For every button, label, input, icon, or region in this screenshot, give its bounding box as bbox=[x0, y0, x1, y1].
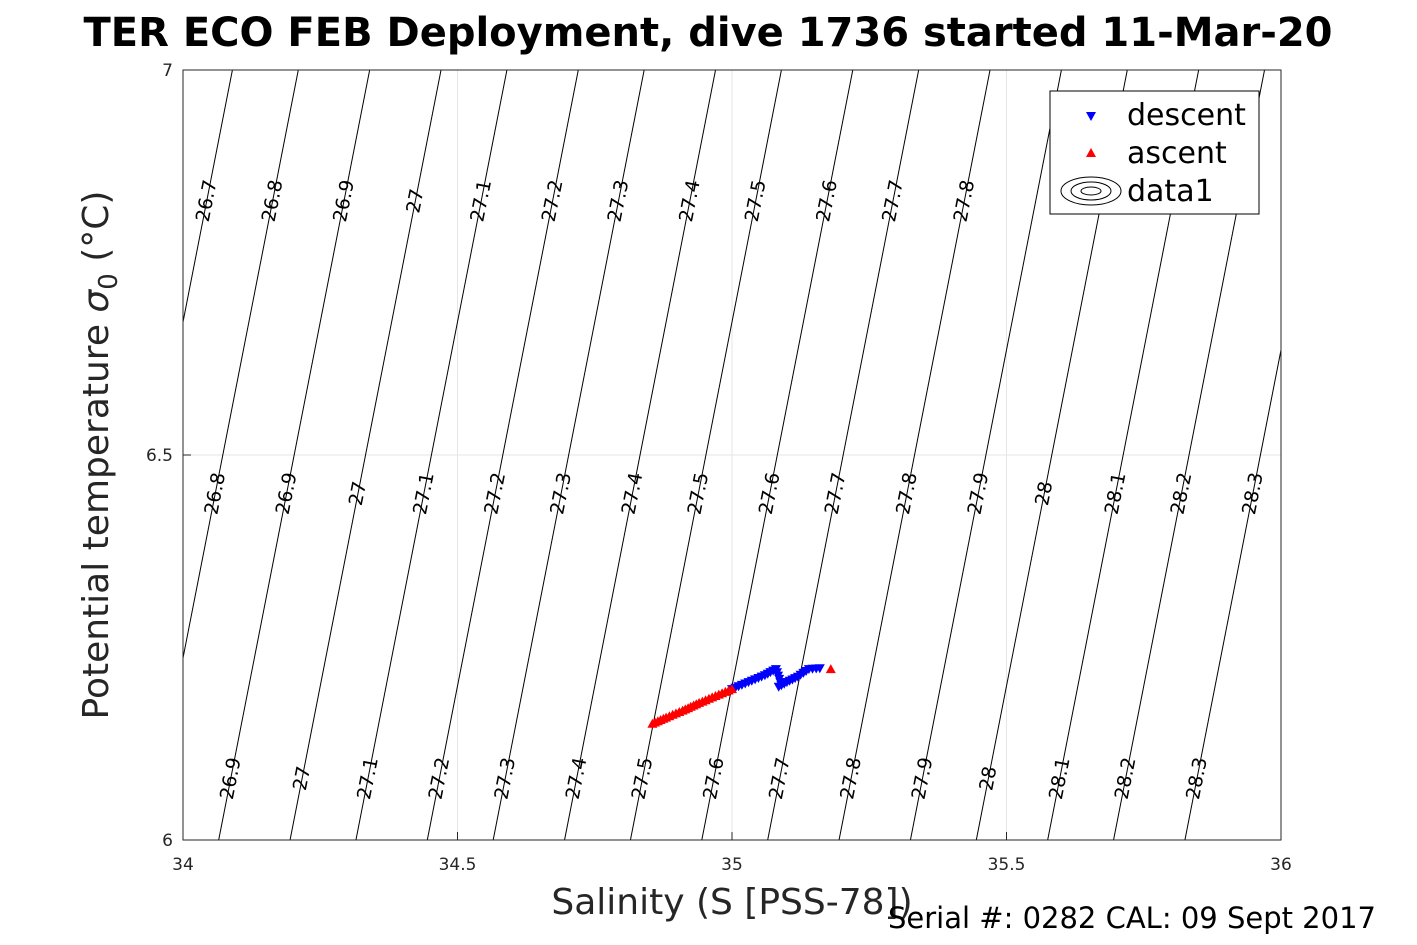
contour-label: 27 bbox=[289, 764, 315, 792]
isopycnal-27.3 bbox=[492, 70, 645, 840]
x-axis-label: Salinity (S [PSS-78]) bbox=[551, 882, 912, 923]
legend-descent-label: descent bbox=[1127, 98, 1246, 133]
y-axis-label: Potential temperature σ0 (°C) bbox=[76, 191, 124, 720]
legend: descent ascent data1 bbox=[1049, 90, 1260, 215]
density-contours bbox=[183, 70, 1281, 840]
isopycnal-27.5 bbox=[629, 70, 782, 840]
isopycnal-28.3 bbox=[1184, 347, 1281, 840]
isopycnal-27.1 bbox=[355, 70, 508, 840]
contour-label: 28 bbox=[975, 764, 1001, 792]
axis-ticks: 34 34.5 35 35.5 36 6 6.5 7 bbox=[146, 61, 1292, 875]
x-tick-label: 35 bbox=[721, 855, 743, 875]
isopycnal-27.6 bbox=[701, 70, 854, 840]
contour-label: 28 bbox=[1031, 479, 1057, 507]
chart-title: TER ECO FEB Deployment, dive 1736 starte… bbox=[83, 10, 1332, 56]
isopycnal-26.8 bbox=[183, 70, 299, 661]
isopycnal-27.9 bbox=[909, 70, 1062, 840]
data-points bbox=[647, 664, 836, 728]
isopycnal-26.7 bbox=[183, 70, 233, 325]
legend-contour-icon bbox=[1060, 176, 1122, 206]
y-tick-label: 6 bbox=[162, 831, 173, 851]
legend-ascent-label: ascent bbox=[1127, 136, 1227, 171]
isopycnal-26.9 bbox=[218, 70, 371, 840]
legend-descent-marker bbox=[1086, 112, 1096, 121]
data-point bbox=[825, 664, 836, 674]
x-tick-label: 36 bbox=[1270, 855, 1292, 875]
isopycnal-27.7 bbox=[767, 70, 920, 840]
x-tick-label: 35.5 bbox=[988, 855, 1026, 875]
legend-contour-label: data1 bbox=[1127, 174, 1214, 209]
isopycnal-27.2 bbox=[426, 70, 579, 840]
isopycnal-27.8 bbox=[838, 70, 991, 840]
y-tick-label: 7 bbox=[162, 61, 173, 81]
contour-label: 27 bbox=[345, 480, 371, 508]
legend-ascent-marker bbox=[1086, 148, 1096, 157]
contour-label: 27 bbox=[402, 187, 428, 215]
isopycnal-27.4 bbox=[564, 70, 717, 840]
legend-box bbox=[1049, 90, 1260, 215]
y-tick-label: 6.5 bbox=[146, 446, 173, 466]
x-tick-label: 34.5 bbox=[439, 855, 477, 875]
data-point bbox=[814, 664, 825, 674]
x-tick-label: 34 bbox=[172, 855, 194, 875]
footer-serial-cal: Serial #: 0282 CAL: 09 Sept 2017 bbox=[888, 901, 1376, 935]
data-point bbox=[727, 684, 737, 694]
isopycnal-27 bbox=[289, 70, 442, 840]
